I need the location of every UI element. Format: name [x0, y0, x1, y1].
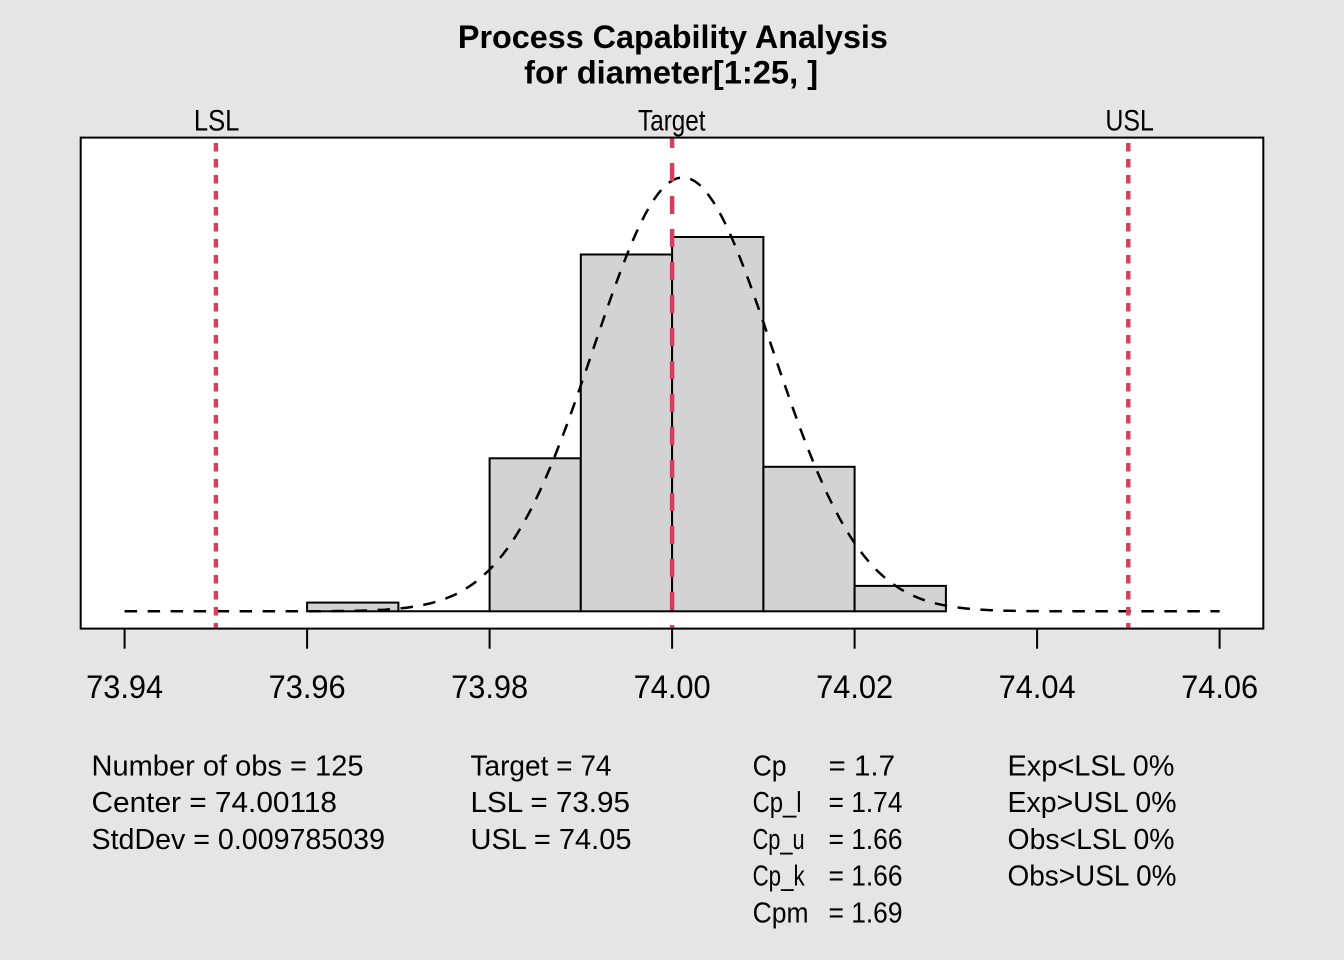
svg-text:Target: Target [638, 105, 706, 138]
svg-text:StdDev = 0.009785039: StdDev = 0.009785039 [92, 824, 386, 856]
svg-text:Obs>USL 0%: Obs>USL 0% [1008, 861, 1177, 893]
svg-text:Exp>USL 0%: Exp>USL 0% [1008, 787, 1177, 819]
svg-text:= 1.66: = 1.66 [829, 861, 903, 893]
svg-text:Cp_k: Cp_k [753, 861, 805, 893]
svg-text:= 1.69: = 1.69 [829, 897, 903, 929]
svg-text:74.06: 74.06 [1181, 669, 1258, 705]
svg-text:Process Capability Analysis: Process Capability Analysis [458, 19, 888, 55]
svg-text:USL: USL [1105, 105, 1154, 138]
svg-text:= 1.7: = 1.7 [829, 751, 896, 783]
svg-text:= 1.66: = 1.66 [829, 824, 903, 856]
svg-text:Target = 74: Target = 74 [471, 751, 612, 783]
svg-text:73.94: 73.94 [86, 669, 163, 705]
svg-text:Cp_u: Cp_u [753, 824, 805, 856]
svg-text:74.02: 74.02 [816, 669, 893, 705]
svg-text:for diameter[1:25, ]: for diameter[1:25, ] [524, 54, 818, 90]
svg-text:Obs<LSL 0%: Obs<LSL 0% [1008, 824, 1175, 856]
svg-text:73.98: 73.98 [451, 669, 528, 705]
svg-text:Cp_l: Cp_l [753, 787, 802, 819]
svg-text:74.00: 74.00 [634, 669, 711, 705]
svg-text:LSL: LSL [194, 105, 240, 138]
svg-text:LSL = 73.95: LSL = 73.95 [471, 787, 631, 819]
svg-text:Exp<LSL 0%: Exp<LSL 0% [1008, 751, 1175, 783]
svg-text:Cpm: Cpm [753, 897, 809, 929]
svg-text:73.96: 73.96 [269, 669, 346, 705]
svg-text:Number of obs = 125: Number of obs = 125 [92, 751, 364, 783]
svg-text:74.04: 74.04 [999, 669, 1076, 705]
svg-text:Cp: Cp [753, 751, 787, 783]
svg-text:= 1.74: = 1.74 [829, 787, 903, 819]
svg-text:USL = 74.05: USL = 74.05 [471, 824, 632, 856]
svg-text:Center = 74.00118: Center = 74.00118 [92, 787, 338, 819]
